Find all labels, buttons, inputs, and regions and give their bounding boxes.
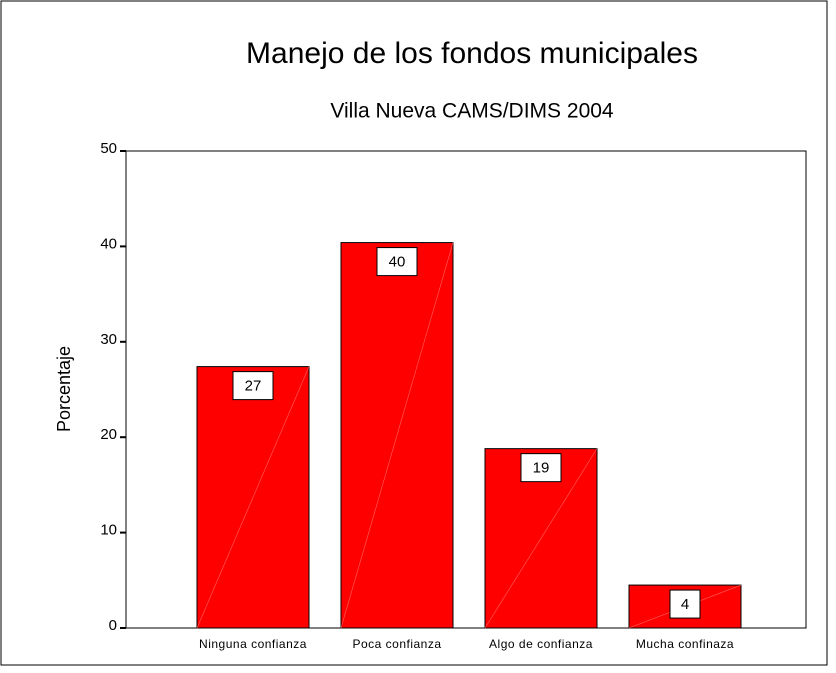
- bar-sheen: [340, 242, 454, 629]
- y-tick-label: 20: [100, 426, 117, 443]
- x-tick-label: Poca confianza: [352, 637, 441, 651]
- value-label-box: [232, 371, 274, 401]
- y-tick-label: 10: [100, 522, 117, 539]
- y-tick-label: 40: [100, 235, 117, 252]
- value-label: 4: [681, 596, 689, 613]
- x-tick-label: Ninguna confianza: [199, 637, 307, 651]
- value-label-box: [520, 453, 562, 483]
- bar-sheen: [196, 366, 310, 629]
- value-label: 19: [533, 460, 550, 477]
- bar-sheen: [484, 448, 598, 629]
- value-label: 40: [389, 254, 406, 271]
- chart-subtitle: Villa Nueva CAMS/DIMS 2004: [330, 100, 614, 123]
- value-label-box: [376, 247, 418, 277]
- chart-title: Manejo de los fondos municipales: [246, 37, 698, 70]
- value-label: 27: [245, 378, 262, 395]
- y-tick-label: 50: [100, 140, 117, 157]
- plot-area: [125, 150, 807, 629]
- y-tick-label: 0: [109, 617, 117, 634]
- x-tick-label: Algo de confianza: [489, 637, 593, 651]
- value-label-box: [669, 589, 701, 619]
- y-tick-label: 30: [100, 331, 117, 348]
- x-tick-label: Mucha confinaza: [636, 637, 734, 651]
- y-axis-label: Porcentaje: [54, 346, 74, 432]
